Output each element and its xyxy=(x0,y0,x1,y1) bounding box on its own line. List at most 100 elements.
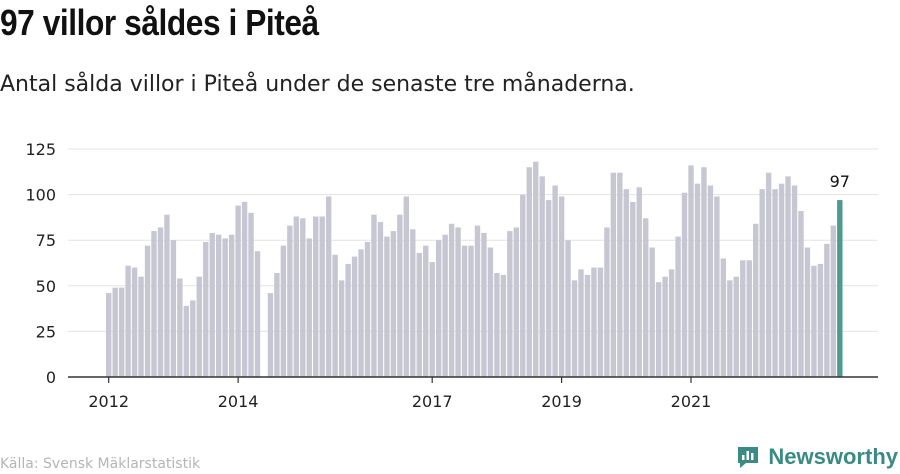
x-tick-label: 2012 xyxy=(88,392,129,411)
bar xyxy=(183,305,190,377)
bar xyxy=(791,185,798,377)
page-subtitle: Antal sålda villor i Piteå under de sena… xyxy=(0,72,635,97)
bar xyxy=(526,167,532,377)
bar xyxy=(520,194,526,377)
bar xyxy=(190,300,196,377)
bar xyxy=(649,247,655,377)
bar xyxy=(442,234,448,377)
bar xyxy=(507,231,513,377)
bar xyxy=(668,269,675,377)
bar xyxy=(746,260,752,377)
bar xyxy=(759,189,765,377)
x-tick-label: 2019 xyxy=(541,392,582,411)
bar xyxy=(487,247,494,377)
bar xyxy=(390,231,397,377)
bar xyxy=(416,252,422,377)
bar xyxy=(203,242,209,377)
bar xyxy=(241,201,248,377)
bar xyxy=(274,273,280,377)
bar xyxy=(552,185,558,377)
bar xyxy=(804,247,811,377)
bar xyxy=(694,183,701,377)
bar xyxy=(591,267,597,377)
bar xyxy=(325,196,332,377)
bar xyxy=(623,189,629,377)
bar xyxy=(765,172,772,377)
bar-chart: 0 25 50 75 100 125 2012 2014 2017 2019 2021 97 xyxy=(25,140,878,411)
bar xyxy=(364,242,371,377)
bar xyxy=(144,245,151,377)
page-title: 97 villor såldes i Piteå xyxy=(0,2,319,43)
bar xyxy=(235,205,241,377)
bar xyxy=(455,227,461,377)
bar xyxy=(429,262,435,377)
bar xyxy=(248,212,254,377)
x-tick-label: 2017 xyxy=(412,392,453,411)
bar xyxy=(377,221,384,377)
bar xyxy=(772,189,778,377)
bar xyxy=(578,269,584,377)
y-tick-label: 0 xyxy=(46,368,56,387)
bar xyxy=(461,245,468,377)
bar xyxy=(701,167,707,377)
bar xyxy=(474,225,481,377)
bar xyxy=(338,280,345,377)
bar xyxy=(643,218,649,377)
bar xyxy=(675,236,681,377)
bar xyxy=(811,265,817,377)
bar xyxy=(293,216,300,377)
bar xyxy=(138,276,144,377)
bar xyxy=(448,223,455,377)
bar xyxy=(565,240,571,377)
bar xyxy=(824,243,830,377)
bar xyxy=(209,232,215,377)
bar xyxy=(597,267,604,377)
bar xyxy=(300,218,306,377)
bar xyxy=(681,192,688,377)
bar xyxy=(397,214,403,377)
bar xyxy=(617,172,623,377)
bar xyxy=(170,240,177,377)
bar xyxy=(280,245,287,377)
bar xyxy=(720,258,727,377)
bar xyxy=(287,225,293,377)
x-tick-label: 2021 xyxy=(671,392,712,411)
bar xyxy=(707,185,714,377)
bar xyxy=(157,227,164,377)
bar xyxy=(254,251,261,377)
bar xyxy=(319,216,325,377)
bar xyxy=(177,278,183,377)
bar xyxy=(112,287,118,377)
bar xyxy=(118,287,125,377)
bar xyxy=(222,238,228,377)
bar xyxy=(539,176,545,377)
bar xyxy=(215,234,222,377)
newsworthy-logo-icon xyxy=(738,447,759,468)
bar xyxy=(688,165,694,377)
y-tick-label: 75 xyxy=(36,231,56,250)
bar xyxy=(481,232,487,377)
source-note: Källa: Svensk Mäklarstatistik xyxy=(0,456,201,472)
bar xyxy=(817,263,824,377)
bar xyxy=(494,273,500,377)
bar xyxy=(604,227,610,377)
bar xyxy=(384,236,390,377)
bar xyxy=(410,229,416,377)
bar-highlight xyxy=(837,200,843,377)
x-tick-label: 2014 xyxy=(218,392,259,411)
y-tick-label: 100 xyxy=(25,186,56,205)
bar xyxy=(131,267,138,377)
y-tick-label: 125 xyxy=(25,140,56,159)
bar xyxy=(610,172,617,377)
bar xyxy=(164,214,170,377)
y-tick-label: 25 xyxy=(36,322,56,341)
bar xyxy=(435,240,442,377)
brand-name: Newsworthy xyxy=(768,444,898,469)
bar xyxy=(655,282,662,377)
bar xyxy=(733,276,739,377)
bar xyxy=(267,293,274,377)
bar xyxy=(345,263,351,377)
bar xyxy=(727,280,733,377)
bar xyxy=(423,245,429,377)
brand[interactable]: Newsworthy xyxy=(736,444,898,470)
